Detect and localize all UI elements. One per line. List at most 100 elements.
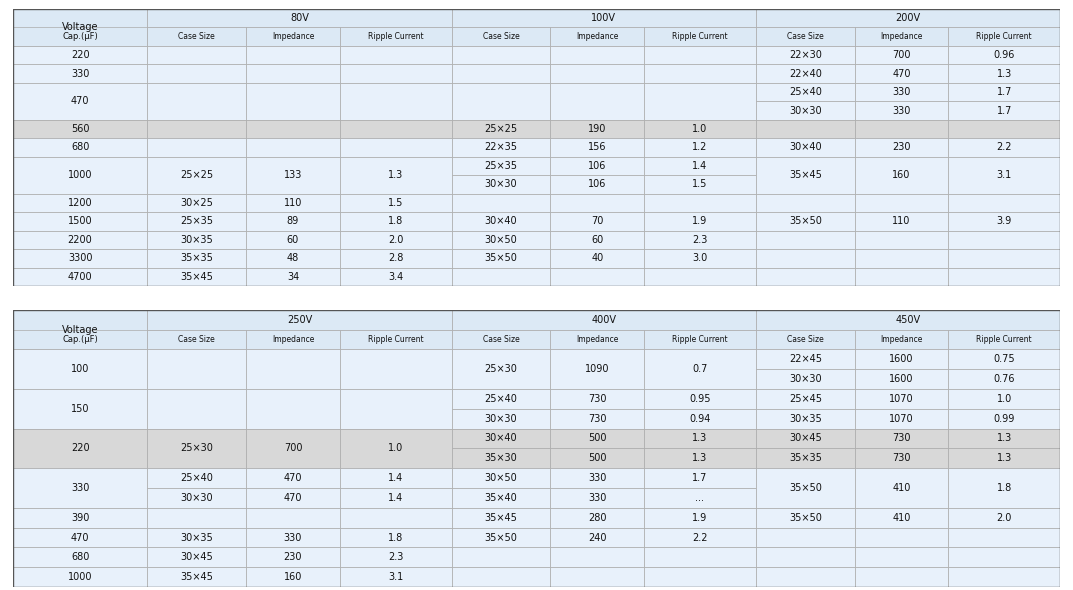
Text: 470: 470 bbox=[71, 96, 89, 106]
Bar bbox=[13, 9, 147, 46]
Bar bbox=[452, 508, 550, 527]
Text: 230: 230 bbox=[283, 552, 303, 562]
Text: 2.2: 2.2 bbox=[692, 533, 708, 543]
Text: 470: 470 bbox=[893, 68, 911, 78]
Text: 133: 133 bbox=[283, 171, 303, 180]
Text: 470: 470 bbox=[283, 473, 303, 483]
Text: 3.1: 3.1 bbox=[388, 572, 403, 582]
Bar bbox=[147, 249, 246, 268]
Bar bbox=[13, 64, 147, 83]
Text: 330: 330 bbox=[71, 483, 89, 493]
Text: Ripple Current: Ripple Current bbox=[368, 32, 424, 41]
Bar bbox=[644, 231, 755, 249]
Bar bbox=[644, 138, 755, 157]
Bar bbox=[340, 389, 452, 428]
Bar bbox=[949, 46, 1060, 64]
Text: 700: 700 bbox=[893, 50, 911, 60]
Text: 450V: 450V bbox=[896, 314, 921, 325]
Bar bbox=[855, 83, 949, 101]
Bar bbox=[755, 212, 855, 231]
Bar bbox=[855, 349, 949, 369]
Bar bbox=[644, 46, 755, 64]
Text: 1.3: 1.3 bbox=[388, 171, 403, 180]
Text: Impedance: Impedance bbox=[576, 335, 618, 344]
Bar bbox=[755, 409, 855, 428]
Bar bbox=[340, 268, 452, 286]
Bar bbox=[147, 310, 452, 330]
Text: 4700: 4700 bbox=[68, 272, 92, 282]
Bar bbox=[755, 9, 1060, 27]
Bar bbox=[755, 83, 855, 101]
Bar bbox=[246, 468, 340, 488]
Text: 1600: 1600 bbox=[890, 374, 914, 384]
Bar bbox=[13, 83, 147, 120]
Bar bbox=[147, 527, 246, 548]
Bar bbox=[855, 212, 949, 231]
Bar bbox=[340, 527, 452, 548]
Text: 500: 500 bbox=[588, 434, 606, 444]
Bar bbox=[949, 194, 1060, 212]
Text: 1.3: 1.3 bbox=[692, 453, 707, 463]
Bar bbox=[949, 268, 1060, 286]
Bar bbox=[13, 231, 147, 249]
Bar bbox=[246, 488, 340, 508]
Bar bbox=[340, 157, 452, 194]
Bar bbox=[755, 448, 855, 468]
Bar bbox=[550, 64, 644, 83]
Bar bbox=[644, 157, 755, 175]
Bar bbox=[13, 157, 147, 194]
Bar bbox=[855, 428, 949, 448]
Text: 1.3: 1.3 bbox=[692, 434, 707, 444]
Text: 35×35: 35×35 bbox=[180, 254, 214, 263]
Bar bbox=[340, 212, 452, 231]
Bar bbox=[949, 349, 1060, 369]
Bar bbox=[755, 567, 855, 587]
Text: Ripple Current: Ripple Current bbox=[368, 335, 424, 344]
Bar bbox=[147, 157, 246, 194]
Text: Ripple Current: Ripple Current bbox=[672, 32, 727, 41]
Bar bbox=[949, 120, 1060, 138]
Bar bbox=[452, 448, 550, 468]
Text: 500: 500 bbox=[588, 453, 606, 463]
Bar bbox=[246, 83, 340, 120]
Bar bbox=[340, 567, 452, 587]
Text: 2.3: 2.3 bbox=[692, 235, 707, 245]
Text: 35×50: 35×50 bbox=[789, 513, 822, 523]
Text: 2200: 2200 bbox=[68, 235, 92, 245]
Bar bbox=[246, 428, 340, 468]
Text: 1.9: 1.9 bbox=[692, 513, 707, 523]
Text: 0.95: 0.95 bbox=[689, 394, 710, 404]
Text: 30×35: 30×35 bbox=[789, 414, 822, 424]
Bar bbox=[855, 249, 949, 268]
Bar bbox=[755, 428, 855, 448]
Text: 240: 240 bbox=[588, 533, 606, 543]
Bar bbox=[452, 428, 550, 448]
Bar bbox=[644, 120, 755, 138]
Bar bbox=[452, 310, 755, 330]
Bar bbox=[147, 468, 246, 488]
Bar bbox=[550, 27, 644, 46]
Bar bbox=[755, 468, 855, 508]
Bar bbox=[340, 508, 452, 527]
Bar bbox=[644, 567, 755, 587]
Bar bbox=[949, 448, 1060, 468]
Bar bbox=[246, 157, 340, 194]
Bar bbox=[644, 83, 755, 120]
Text: 25×25: 25×25 bbox=[180, 171, 214, 180]
Bar bbox=[13, 527, 147, 548]
Bar bbox=[755, 389, 855, 409]
Bar bbox=[13, 249, 147, 268]
Text: 30×30: 30×30 bbox=[180, 493, 214, 503]
Text: 30×40: 30×40 bbox=[789, 143, 822, 152]
Bar bbox=[644, 448, 755, 468]
Text: 1.0: 1.0 bbox=[997, 394, 1012, 404]
Text: 390: 390 bbox=[71, 513, 89, 523]
Text: 0.7: 0.7 bbox=[692, 364, 707, 374]
Bar bbox=[855, 508, 949, 527]
Bar bbox=[855, 101, 949, 120]
Text: 230: 230 bbox=[893, 143, 911, 152]
Bar bbox=[550, 175, 644, 194]
Text: 330: 330 bbox=[71, 68, 89, 78]
Bar bbox=[855, 46, 949, 64]
Bar bbox=[246, 508, 340, 527]
